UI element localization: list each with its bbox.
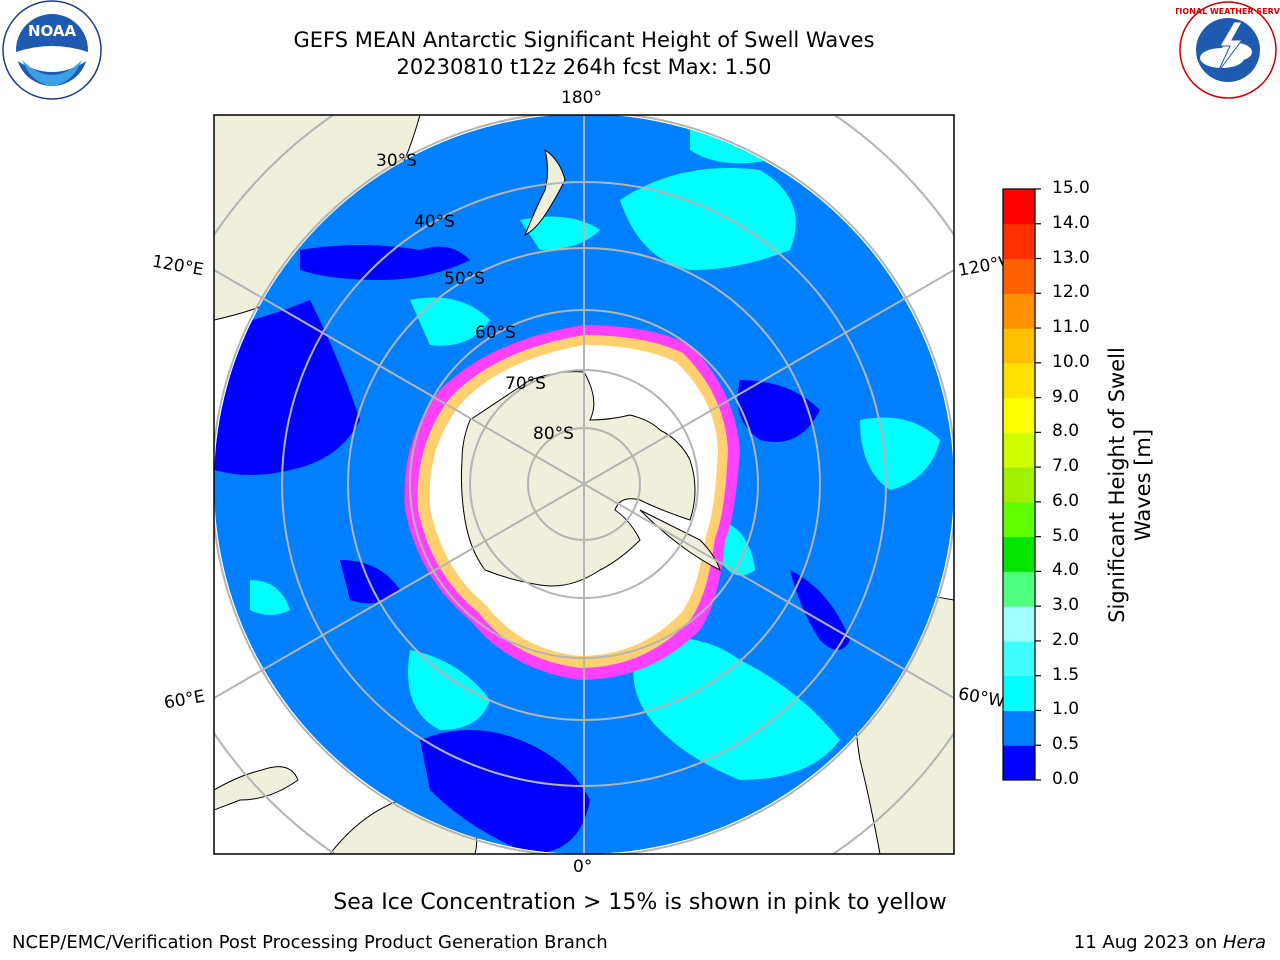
svg-text:NATIONAL WEATHER SERVICE: NATIONAL WEATHER SERVICE: [1176, 7, 1280, 16]
colorbar-tick-label: 2.0: [1052, 629, 1080, 650]
lat-label-80s: 80°S: [533, 424, 574, 444]
colorbar-tick-label: 0.0: [1052, 769, 1080, 789]
colorbar-title: Significant Height of Swell Waves [m]: [1105, 347, 1155, 623]
colorbar-tick-label: 8.0: [1052, 421, 1080, 442]
lon-label-180: 180°: [561, 88, 602, 108]
colorbar-tick-label: 9.0: [1052, 386, 1080, 407]
noaa-logo: NOAA: [2, 0, 104, 104]
footer-date: 11 Aug 2023 on Hera: [1073, 932, 1266, 953]
lat-label-70s: 70°S: [505, 374, 546, 394]
footer-org: NCEP/EMC/Verification Post Processing Pr…: [12, 932, 608, 953]
colorbar-tick-label: 11.0: [1052, 317, 1090, 338]
lat-label-60s: 60°S: [475, 323, 516, 343]
colorbar-tick-label: 15.0: [1052, 178, 1090, 198]
lon-label-0: 0°: [573, 857, 593, 877]
meridians: [214, 115, 954, 854]
colorbar-tick-label: 7.0: [1052, 456, 1080, 477]
map-frame: [213, 114, 955, 855]
new-zealand-land: [524, 148, 566, 237]
colorbar-tick-label: 1.5: [1052, 664, 1080, 685]
colorbar-tick-label: 1.0: [1052, 699, 1080, 720]
colorbar-tick-label: 5.0: [1052, 525, 1080, 546]
africa-land: [214, 766, 299, 811]
nws-logo: NATIONAL WEATHER SERVICE: [1162, 0, 1280, 104]
antarctica-land: [460, 371, 696, 587]
lat-label-50s: 50°S: [444, 269, 485, 289]
sea-ice-caption: Sea Ice Concentration > 15% is shown in …: [333, 890, 947, 915]
colorbar-tick-label: 3.0: [1052, 595, 1080, 616]
lat-label-30s: 30°S: [376, 151, 417, 171]
colorbar-tick-label: 13.0: [1052, 247, 1090, 268]
colorbar-tick-label: 0.5: [1052, 734, 1080, 755]
colorbar-tick-label: 14.0: [1052, 212, 1090, 233]
colorbar-tick-label: 6.0: [1052, 490, 1080, 511]
map-subtitle: 20230810 t12z 264h fcst Max: 1.50: [396, 55, 772, 79]
svg-text:NOAA: NOAA: [28, 22, 77, 40]
map-canvas: [214, 115, 954, 854]
colorbar-tick-label: 4.0: [1052, 560, 1080, 581]
colorbar-tick-label: 12.0: [1052, 282, 1090, 303]
lat-label-40s: 40°S: [414, 212, 455, 232]
map-title: GEFS MEAN Antarctic Significant Height o…: [293, 28, 875, 52]
colorbar-tick-label: 10.0: [1052, 351, 1090, 372]
